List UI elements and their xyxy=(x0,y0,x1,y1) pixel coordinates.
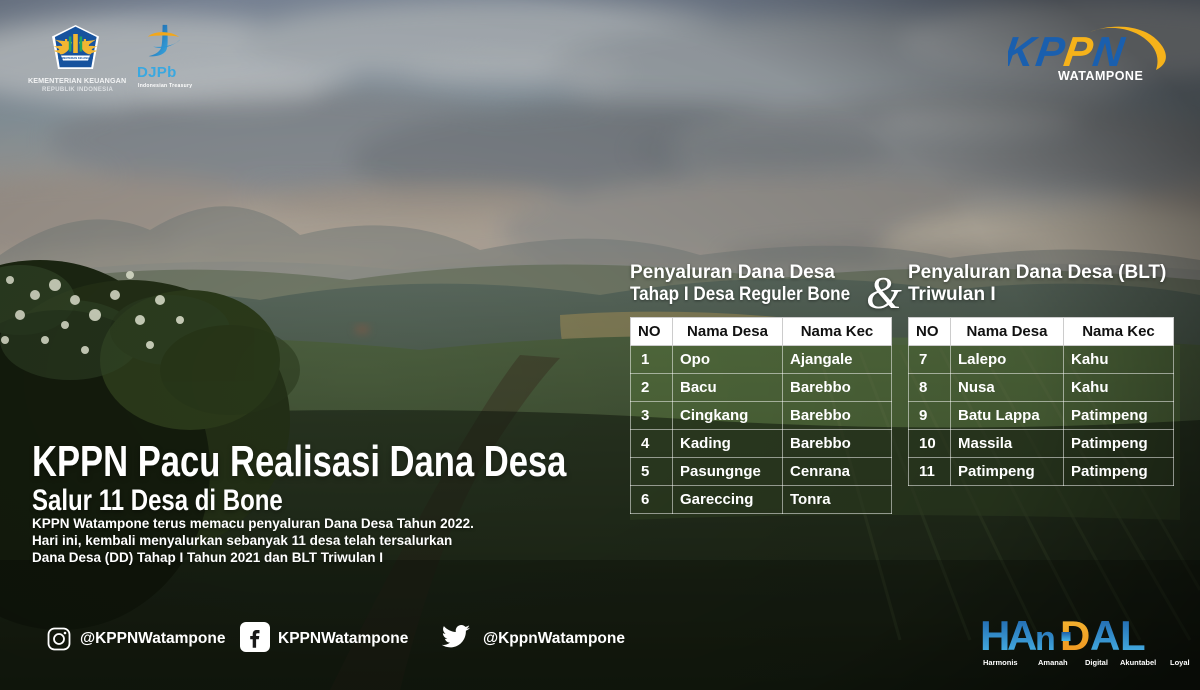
svg-text:KEMENTERIAN KEUANGAN: KEMENTERIAN KEUANGAN xyxy=(58,56,93,60)
svg-text:Akuntabel: Akuntabel xyxy=(1120,658,1156,667)
svg-text:H: H xyxy=(980,612,1010,659)
svg-text:A: A xyxy=(1007,612,1037,659)
svg-text:Harmonis: Harmonis xyxy=(983,658,1018,667)
svg-text:Loyal: Loyal xyxy=(1170,658,1190,667)
svg-text:n: n xyxy=(1035,620,1056,658)
svg-text:A: A xyxy=(1090,612,1120,659)
svg-text:Amanah: Amanah xyxy=(1038,658,1068,667)
svg-text:WATAMPONE: WATAMPONE xyxy=(1058,69,1143,83)
svg-text:L: L xyxy=(1120,612,1146,659)
svg-text:N: N xyxy=(1090,28,1128,75)
svg-text:Digital: Digital xyxy=(1085,658,1108,667)
